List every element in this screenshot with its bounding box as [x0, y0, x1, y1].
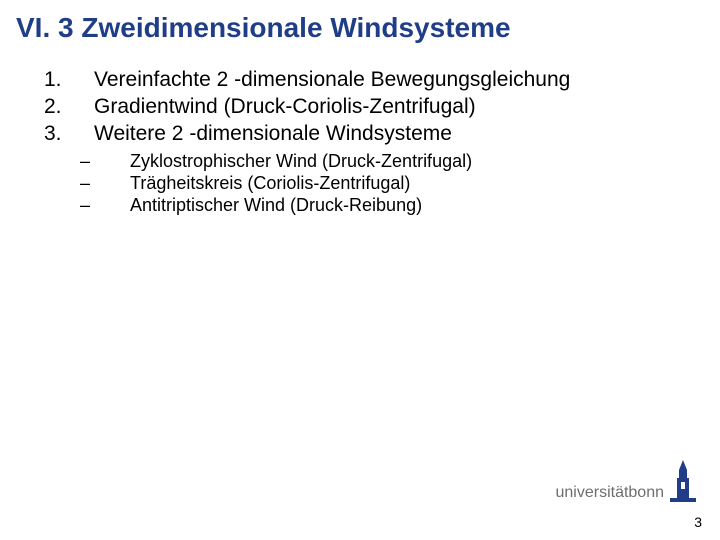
- main-list-item: 2. Gradientwind (Druck-Coriolis-Zentrifu…: [44, 93, 570, 120]
- slide-title: VI. 3 Zweidimensionale Windsysteme: [16, 12, 511, 44]
- list-text: Vereinfachte 2 -dimensionale Bewegungsgl…: [94, 66, 570, 93]
- sub-list: – Zyklostrophischer Wind (Druck-Zentrifu…: [80, 150, 472, 216]
- dash-icon: –: [80, 150, 130, 172]
- dash-icon: –: [80, 194, 130, 216]
- sub-list-text: Zyklostrophischer Wind (Druck-Zentrifuga…: [130, 150, 472, 172]
- page-number: 3: [694, 514, 702, 530]
- sub-list-item: – Antitriptischer Wind (Druck-Reibung): [80, 194, 472, 216]
- list-number: 2.: [44, 93, 94, 120]
- list-number: 3.: [44, 120, 94, 147]
- main-list: 1. Vereinfachte 2 -dimensionale Bewegung…: [44, 66, 570, 147]
- slide: VI. 3 Zweidimensionale Windsysteme 1. Ve…: [0, 0, 720, 540]
- list-text: Weitere 2 -dimensionale Windsysteme: [94, 120, 452, 147]
- list-text: Gradientwind (Druck-Coriolis-Zentrifugal…: [94, 93, 476, 120]
- sub-list-text: Trägheitskreis (Coriolis-Zentrifugal): [130, 172, 410, 194]
- university-logo: universitätbonn: [555, 460, 696, 502]
- dash-icon: –: [80, 172, 130, 194]
- main-list-item: 1. Vereinfachte 2 -dimensionale Bewegung…: [44, 66, 570, 93]
- sub-list-text: Antitriptischer Wind (Druck-Reibung): [130, 194, 422, 216]
- logo-text: universitätbonn: [555, 484, 664, 502]
- sub-list-item: – Zyklostrophischer Wind (Druck-Zentrifu…: [80, 150, 472, 172]
- main-list-item: 3. Weitere 2 -dimensionale Windsysteme: [44, 120, 570, 147]
- sub-list-item: – Trägheitskreis (Coriolis-Zentrifugal): [80, 172, 472, 194]
- logo-tower-icon: [670, 460, 696, 502]
- list-number: 1.: [44, 66, 94, 93]
